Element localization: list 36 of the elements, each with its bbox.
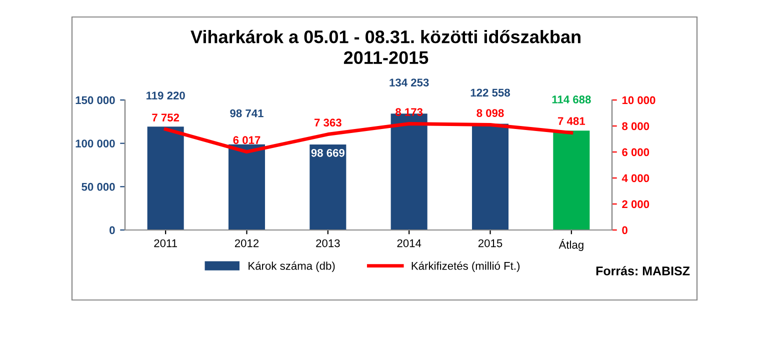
legend-label: Kárkifizetés (millió Ft.) [412,262,520,272]
y2-tick-label: 8 000 [622,122,650,130]
data-label: 8 098 [476,109,504,117]
data-label: 7 363 [314,118,342,127]
x-tick-label: 2013 [316,239,340,248]
x-tick-label: 2015 [478,239,502,248]
text: Forrás: MABISZ [596,266,690,276]
data-label: 134 253 [390,78,429,86]
y2-tick-label: 2 000 [622,200,650,208]
bar [472,124,509,230]
x-tick-label: Átlag [558,239,584,251]
x-tick-label: 2012 [234,239,259,248]
data-label: 98 741 [230,109,264,118]
y-tick-label: 100 000 [76,140,115,148]
y-tick-label: 0 [110,226,115,234]
x-tick-label: 2014 [397,239,422,248]
y2-tick-label: 6 000 [622,148,650,156]
bar [147,126,184,230]
data-label: 119 220 [146,92,185,100]
data-label: 6 017 [233,136,260,144]
x-tick-label: 2011 [154,239,177,248]
y2-tick-label: 4 000 [622,174,650,182]
data-label: 7 752 [152,114,180,122]
bar [310,144,346,230]
legend-label: Károk száma (db) [248,262,335,272]
y2-tick-label: 0 [622,226,628,234]
bar [228,144,266,230]
chart-title: Viharkárok a 05.01 - 08.31. közötti időszakban 2011-2015 [190,30,580,64]
y-tick-label: 50 000 [82,182,115,191]
data-label: 122 558 [470,88,510,97]
bar [553,130,590,230]
data-label: 98 669 [311,148,344,157]
data-label: 7 481 [558,117,586,125]
data-label: 114 688 [552,96,591,104]
y2-tick-label: 10 000 [622,96,656,104]
y-tick-label: 150 000 [76,96,115,104]
